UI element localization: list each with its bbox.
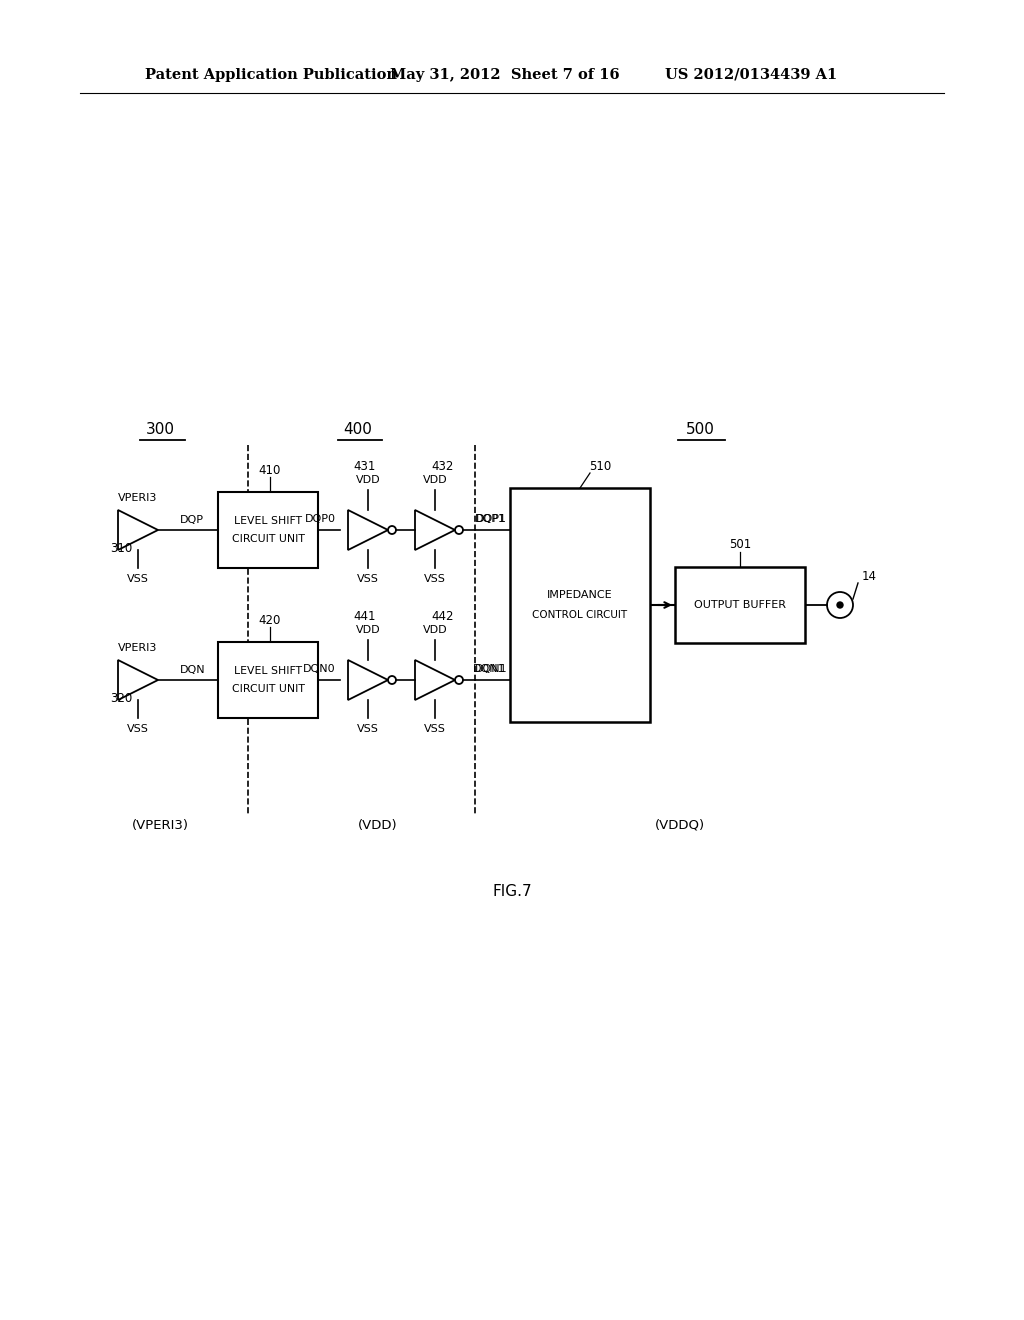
Bar bbox=[675, 568, 805, 643]
Text: CIRCUIT UNIT: CIRCUIT UNIT bbox=[231, 684, 304, 694]
Text: VSS: VSS bbox=[424, 574, 445, 583]
Text: DQN: DQN bbox=[180, 665, 206, 675]
Text: VSS: VSS bbox=[127, 574, 148, 583]
Text: VPERI3: VPERI3 bbox=[119, 643, 158, 653]
Bar bbox=[218, 642, 318, 718]
Bar bbox=[510, 488, 650, 722]
Text: LEVEL SHIFT: LEVEL SHIFT bbox=[234, 516, 302, 525]
Text: 320: 320 bbox=[110, 692, 132, 705]
Text: VSS: VSS bbox=[357, 574, 379, 583]
Text: DQN0: DQN0 bbox=[303, 664, 336, 675]
Text: (VDDQ): (VDDQ) bbox=[655, 818, 706, 832]
Text: 501: 501 bbox=[729, 539, 752, 552]
Text: DQN1: DQN1 bbox=[474, 664, 507, 675]
Text: OUTPUT BUFFER: OUTPUT BUFFER bbox=[694, 601, 786, 610]
Text: 431: 431 bbox=[354, 461, 376, 474]
Text: 410: 410 bbox=[259, 463, 282, 477]
Text: DQN1: DQN1 bbox=[473, 664, 506, 675]
Text: IMPEDANCE: IMPEDANCE bbox=[547, 590, 612, 601]
Text: VDD: VDD bbox=[355, 624, 380, 635]
Text: DQP1: DQP1 bbox=[476, 513, 507, 524]
Text: VDD: VDD bbox=[355, 475, 380, 484]
Text: DQP0: DQP0 bbox=[305, 513, 336, 524]
Text: CIRCUIT UNIT: CIRCUIT UNIT bbox=[231, 535, 304, 544]
Text: 400: 400 bbox=[344, 422, 373, 437]
Text: 500: 500 bbox=[685, 422, 715, 437]
Text: VSS: VSS bbox=[127, 723, 148, 734]
Text: 441: 441 bbox=[353, 610, 376, 623]
Text: 442: 442 bbox=[432, 610, 455, 623]
Text: CONTROL CIRCUIT: CONTROL CIRCUIT bbox=[532, 610, 628, 620]
Text: 14: 14 bbox=[862, 570, 877, 583]
Text: VSS: VSS bbox=[357, 723, 379, 734]
Text: VDD: VDD bbox=[423, 624, 447, 635]
Text: US 2012/0134439 A1: US 2012/0134439 A1 bbox=[665, 69, 838, 82]
Text: 300: 300 bbox=[145, 422, 174, 437]
Text: 510: 510 bbox=[589, 459, 611, 473]
Text: DQP1: DQP1 bbox=[475, 513, 506, 524]
Text: VDD: VDD bbox=[423, 475, 447, 484]
Text: Patent Application Publication: Patent Application Publication bbox=[145, 69, 397, 82]
Bar bbox=[218, 492, 318, 568]
Text: (VPERI3): (VPERI3) bbox=[131, 818, 188, 832]
Text: May 31, 2012  Sheet 7 of 16: May 31, 2012 Sheet 7 of 16 bbox=[390, 69, 620, 82]
Text: 432: 432 bbox=[432, 461, 455, 474]
Text: VSS: VSS bbox=[424, 723, 445, 734]
Text: LEVEL SHIFT: LEVEL SHIFT bbox=[234, 667, 302, 676]
Text: FIG.7: FIG.7 bbox=[493, 884, 531, 899]
Text: 420: 420 bbox=[259, 614, 282, 627]
Text: DQP: DQP bbox=[180, 515, 204, 525]
Text: 310: 310 bbox=[110, 541, 132, 554]
Circle shape bbox=[837, 602, 843, 609]
Text: (VDD): (VDD) bbox=[358, 818, 397, 832]
Text: VPERI3: VPERI3 bbox=[119, 492, 158, 503]
